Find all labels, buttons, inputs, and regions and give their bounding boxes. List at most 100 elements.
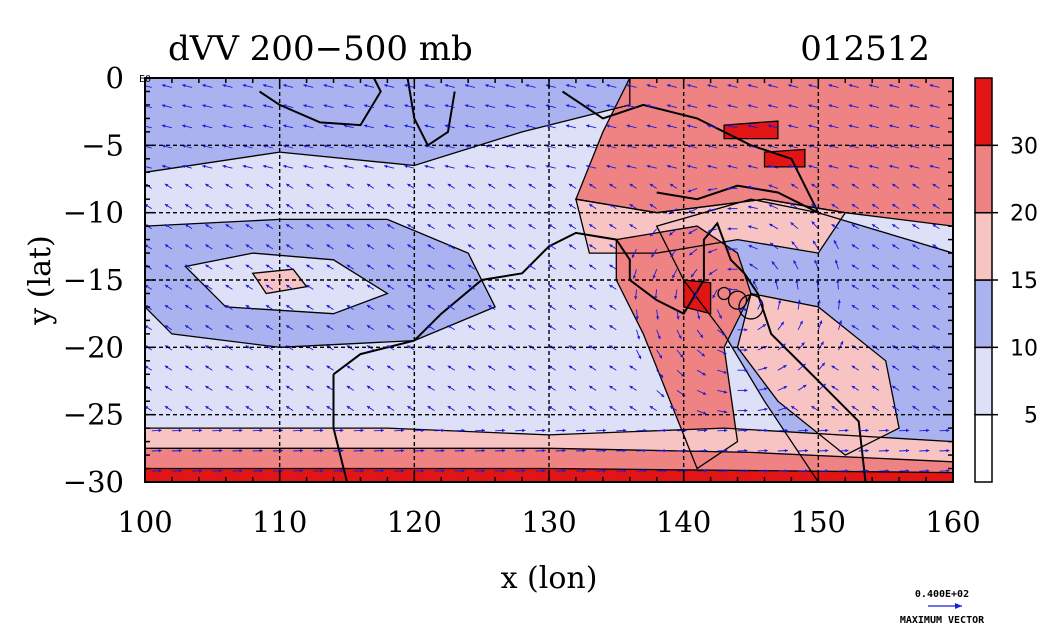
wind-vector-head [488, 224, 492, 228]
wind-vector-head [245, 264, 250, 268]
wind-vector-head [424, 104, 428, 108]
wind-vector-head [683, 428, 687, 433]
wind-vector-head [634, 296, 638, 300]
wind-vector-head [747, 185, 752, 189]
wind-vector-head [609, 224, 613, 228]
wind-vector-head [340, 428, 344, 433]
wind-vector-head [283, 164, 287, 169]
wind-vector-head [626, 164, 630, 169]
wind-vector-head [609, 345, 613, 349]
x-tick-label: 160 [925, 505, 980, 539]
contour-9 [145, 447, 953, 482]
wind-vector-head [225, 244, 229, 248]
wind-vector-head [764, 407, 768, 411]
wind-vector-head [185, 305, 189, 309]
wind-vector-head [326, 325, 330, 329]
wind-vector-head [727, 227, 731, 231]
wind-vector-head [205, 264, 209, 268]
wind-vector-head [568, 264, 573, 268]
wind-vector-head [912, 284, 916, 288]
wind-vector-head [225, 183, 229, 187]
wind-vector-head [421, 449, 425, 453]
plot-area [144, 77, 954, 483]
wind-vector-head [822, 383, 826, 388]
wind-vector-head [764, 387, 768, 391]
wind-vector-head [562, 469, 566, 473]
colorbar-swatch [974, 413, 993, 483]
wind-vector-head [363, 124, 368, 128]
wind-vector-head [851, 406, 856, 410]
wind-vector-head [545, 124, 550, 128]
wind-vector-head [343, 84, 348, 88]
wind-vector-head [718, 315, 722, 319]
wind-vector-head [387, 264, 391, 268]
wind-vector-head [222, 84, 226, 88]
wind-vector-head [528, 365, 532, 369]
wind-vector-head [802, 363, 806, 367]
wind-vector-head [427, 183, 431, 187]
wind-vector-head [909, 84, 913, 88]
wind-vector-head [182, 84, 186, 88]
wind-vector-head [303, 164, 307, 169]
wind-vector-head [505, 104, 509, 108]
wind-vector-head [522, 428, 526, 433]
wind-vector-head [427, 244, 431, 248]
wind-vector-head [528, 406, 532, 410]
wind-vector-head [929, 164, 933, 169]
wind-vector-head [871, 325, 876, 329]
wind-vector-head [748, 244, 752, 248]
wind-vector-head [582, 469, 586, 473]
wind-vector-head [505, 124, 509, 128]
wind-vector-head [245, 224, 250, 228]
colorbar-label: 30 [1010, 134, 1038, 159]
field-core-2 [724, 121, 778, 139]
wind-vector-head [606, 124, 610, 128]
wind-vector-head [239, 428, 243, 433]
wind-vector-head [646, 164, 651, 169]
wind-vector-head [424, 84, 428, 88]
wind-vector-head [666, 104, 671, 108]
wind-vector-head [851, 204, 856, 208]
wind-vector-head [680, 354, 684, 358]
wind-vector-head [528, 224, 532, 228]
wind-vector-head [300, 469, 304, 473]
wind-vector-head [447, 204, 452, 208]
wind-vector-head [666, 164, 671, 169]
wind-vector-head [283, 124, 287, 128]
wind-vector-head [387, 325, 391, 329]
wind-vector-head [508, 204, 512, 208]
wind-vector-head [932, 406, 936, 410]
wind-vector-head [300, 449, 304, 453]
wind-vector-head [323, 144, 327, 148]
wind-vector-head [788, 104, 792, 108]
wind-vector-head [727, 104, 731, 108]
wind-vector-head [245, 244, 250, 248]
wind-vector-head [892, 224, 896, 228]
wind-vector-head [838, 320, 843, 324]
wind-vector-head [286, 365, 290, 369]
wind-vector-head [912, 224, 916, 228]
wind-vector-head [609, 244, 613, 248]
wind-vector-head [225, 325, 229, 329]
wind-vector-head [848, 164, 853, 169]
wind-vector-head [164, 365, 169, 369]
wind-vector-head [865, 428, 869, 433]
wind-vector-head [764, 449, 768, 453]
wind-vector-head [219, 449, 223, 453]
wind-vector-head [932, 264, 936, 268]
wind-vector-head [245, 365, 250, 369]
wind-vector-head [245, 385, 250, 389]
wind-vector-head [747, 164, 752, 169]
wind-vector-head [889, 164, 893, 169]
wind-vector-head [262, 104, 267, 108]
wind-vector-head [343, 124, 348, 128]
wind-vector-head [485, 144, 489, 148]
wind-vector-head [407, 365, 411, 369]
wind-vector-head [283, 84, 287, 88]
wind-vector-head [528, 264, 532, 268]
colorbar: 5 10 15 20 30 [974, 77, 1038, 483]
wind-vector-head [701, 353, 705, 357]
y-tick-label: −15 [63, 263, 124, 297]
wind-vector-head [380, 469, 384, 473]
x-axis-label: x (lon) [501, 561, 598, 596]
